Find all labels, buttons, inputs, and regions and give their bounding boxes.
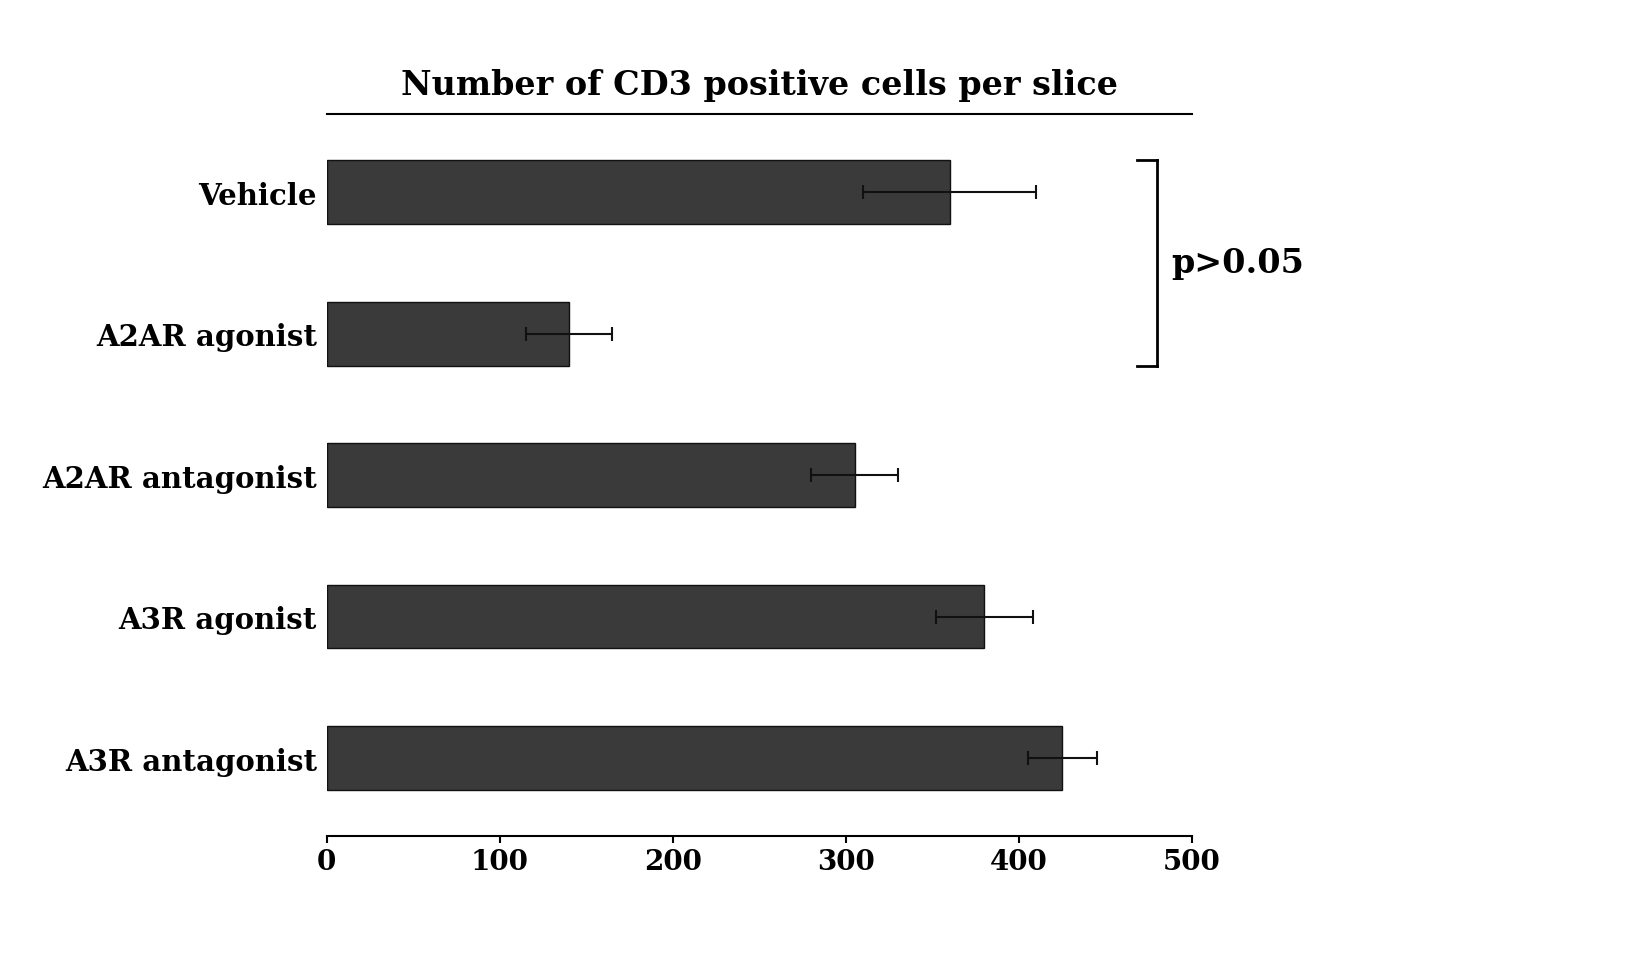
Bar [326, 585, 984, 649]
Bar [326, 161, 950, 225]
Text: p>0.05: p>0.05 [1170, 247, 1304, 281]
Title: Number of CD3 positive cells per slice: Number of CD3 positive cells per slice [400, 68, 1118, 102]
Bar [326, 444, 854, 507]
Bar [326, 727, 1062, 790]
Bar [326, 303, 568, 366]
